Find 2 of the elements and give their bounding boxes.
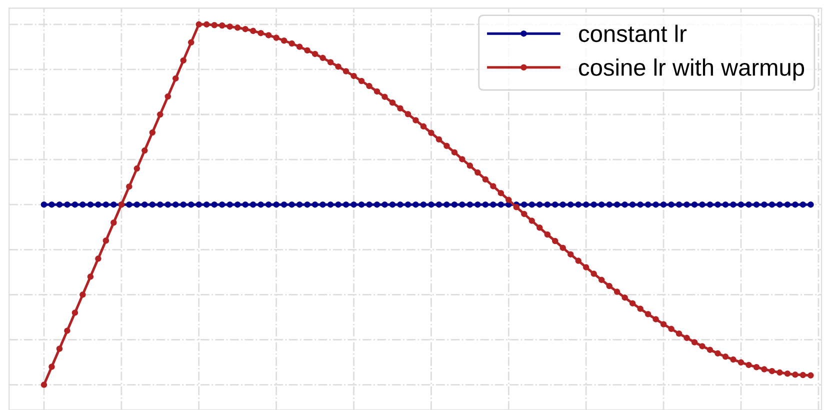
legend-label: cosine lr with warmup [579, 58, 804, 81]
legend-label: constant lr [579, 24, 687, 42]
